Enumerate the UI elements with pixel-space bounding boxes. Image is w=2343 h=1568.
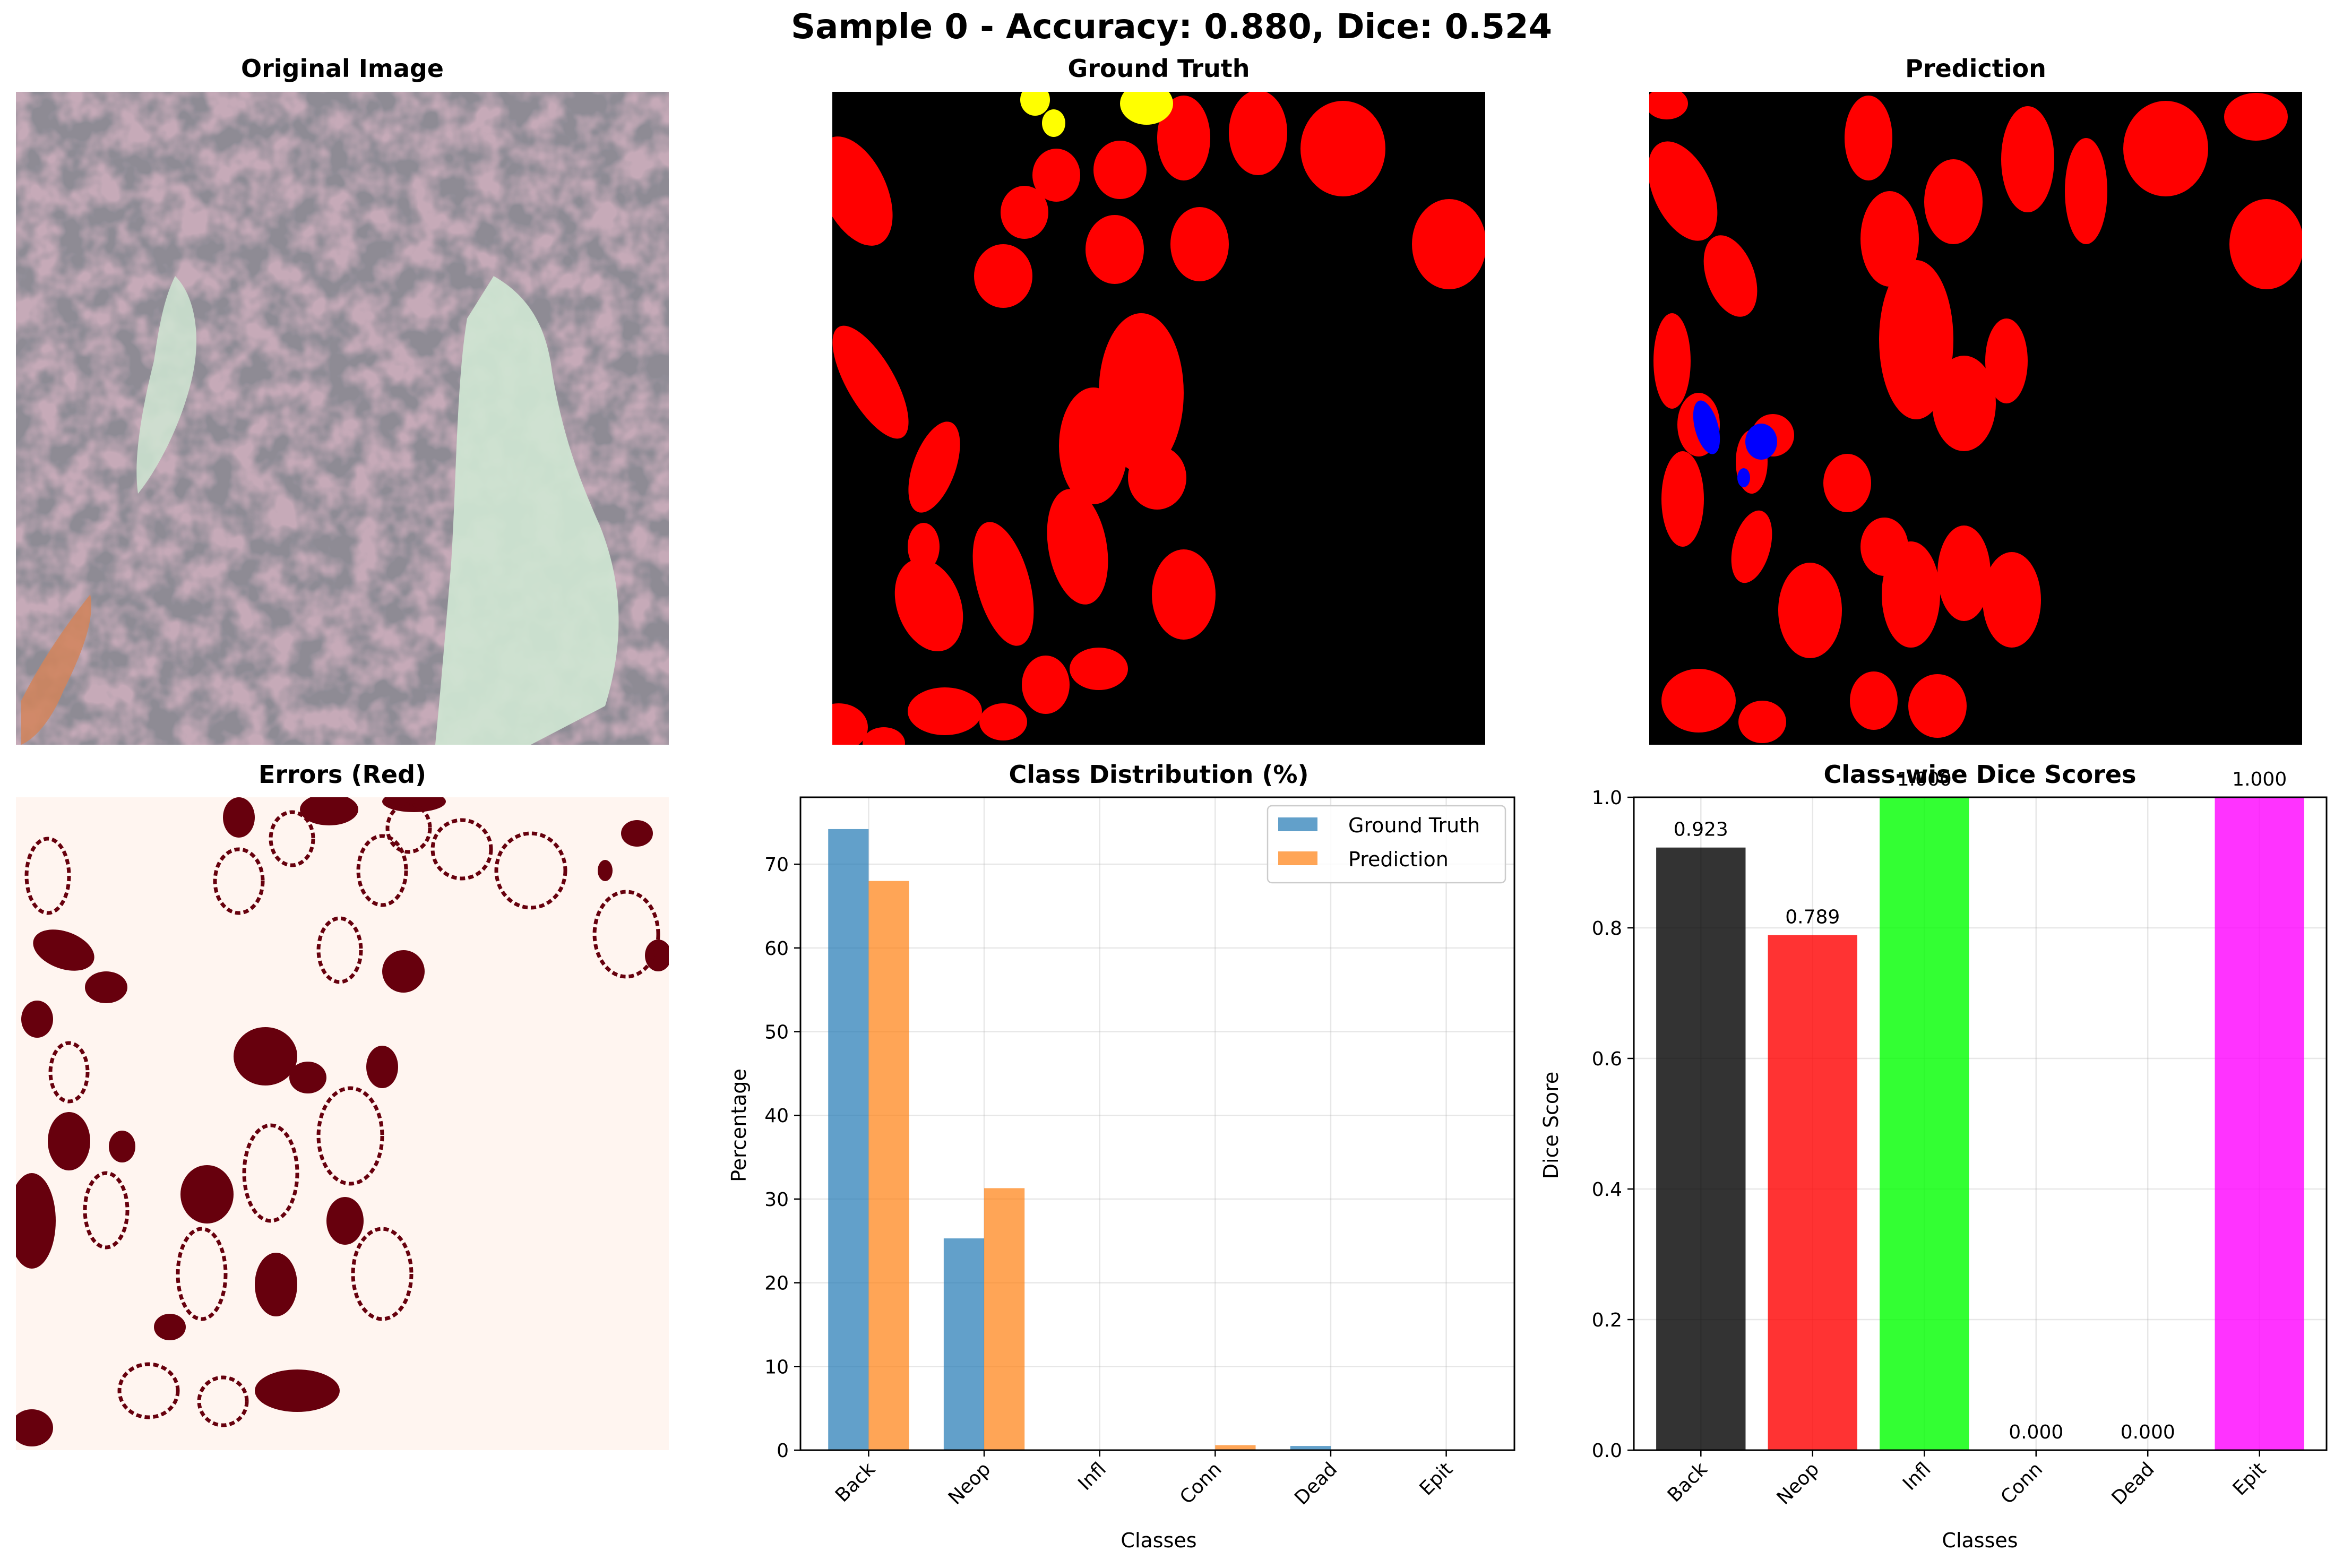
bar-prediction-conn [1215,1445,1256,1450]
y-tick-label: 0.8 [1592,918,1622,940]
bar-ground-truth-dead [1290,1446,1331,1450]
bar-value-label: 0.000 [2009,1421,2063,1443]
x-axis-label: Classes [1942,1529,2018,1552]
bar-value-label: 1.000 [1897,769,1952,790]
prediction-mask [1649,92,2302,745]
original-title: Original Image [241,54,444,83]
x-tick-label: Conn [1996,1458,2047,1509]
y-tick-label: 20 [764,1273,789,1295]
bar-ground-truth-neop [943,1238,985,1450]
x-tick-label: Dead [2108,1458,2159,1509]
bar-prediction-neop [984,1188,1025,1450]
chart-title: Class Distribution (%) [1009,760,1308,789]
chart-title: Class-wise Dice Scores [1824,760,2137,789]
lumen-region [435,276,619,745]
x-tick-label: Epit [2229,1458,2270,1500]
bar-ground-truth-back [828,829,869,1450]
x-tick-label: Neop [1773,1458,1823,1509]
bar-dice-epit [2215,797,2304,1450]
y-tick-label: 70 [764,854,789,876]
bar-value-label: 0.789 [1785,907,1840,928]
y-tick-label: 60 [764,938,789,960]
lumen-region [136,276,196,494]
y-axis-label: Percentage [727,1069,751,1182]
legend-label-ground-truth: Ground Truth [1348,814,1480,837]
bar-value-label: 0.923 [1674,819,1728,841]
bar-value-label: 1.000 [2232,769,2287,790]
bar-prediction-back [868,881,909,1450]
y-tick-label: 10 [764,1356,789,1378]
errors-title: Errors (Red) [259,760,426,789]
plot-frame [1633,796,2328,1451]
original-image [16,92,669,745]
y-tick-label: 0.4 [1592,1179,1622,1201]
y-tick-label: 0.0 [1592,1440,1622,1462]
bar-dice-neop [1768,935,1857,1450]
vessel-region [21,595,91,745]
bar-dice-back [1656,847,1746,1450]
y-tick-label: 0.6 [1592,1048,1622,1070]
legend-swatch-ground-truth [1278,817,1317,831]
legend-swatch-prediction [1278,851,1317,865]
plot-frame [799,796,1515,1451]
error-map [16,797,669,1450]
y-tick-label: 30 [764,1189,789,1211]
figure-title: Sample 0 - Accuracy: 0.880, Dice: 0.524 [790,7,1553,47]
ground-truth-mask [832,92,1485,745]
legend: Ground Truth Prediction [1267,805,1506,884]
legend-label-prediction: Prediction [1348,848,1449,871]
y-tick-label: 0 [777,1440,789,1462]
y-axis-label: Dice Score [1539,1072,1563,1179]
bar-dice-infl [1880,797,1969,1450]
x-axis-label: Classes [1121,1529,1196,1552]
ground-truth-title: Ground Truth [1068,54,1250,83]
y-tick-label: 50 [764,1022,789,1044]
x-tick-label: Infl [1899,1458,1935,1495]
y-tick-label: 0.2 [1592,1309,1622,1331]
bar-value-label: 0.000 [2121,1421,2175,1443]
y-tick-label: 40 [764,1105,789,1127]
prediction-title: Prediction [1905,54,2046,83]
x-tick-label: Back [1664,1458,1712,1506]
y-tick-label: 1.0 [1592,787,1622,809]
